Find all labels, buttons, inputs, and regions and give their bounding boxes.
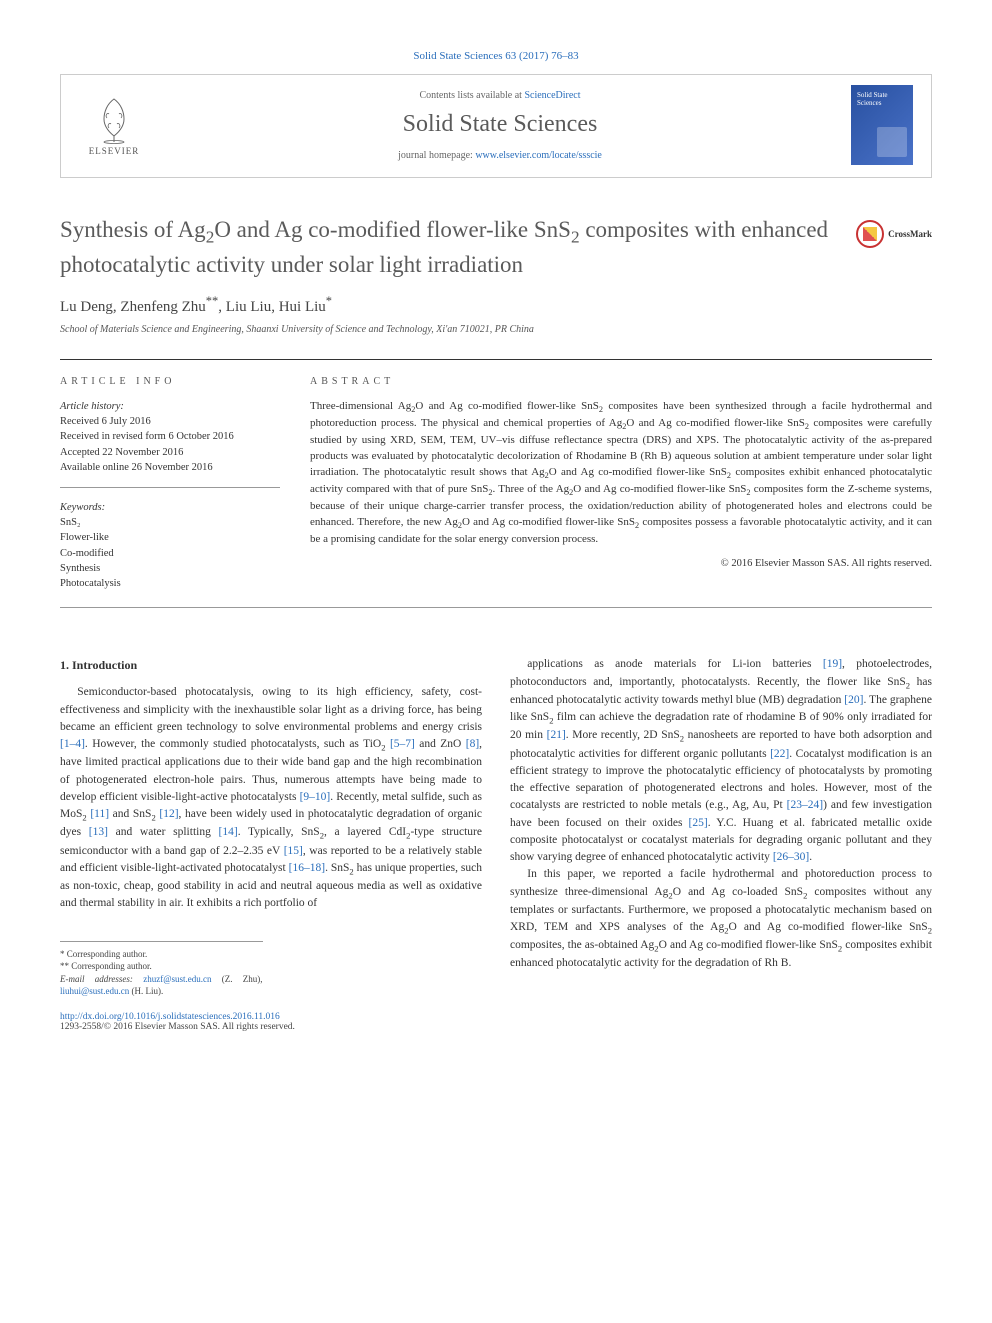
journal-title: Solid State Sciences	[149, 111, 851, 138]
crossmark-label: CrossMark	[888, 228, 932, 240]
homepage-link[interactable]: www.elsevier.com/locate/ssscie	[475, 150, 602, 161]
contents-line: Contents lists available at ScienceDirec…	[149, 90, 851, 101]
date-revised: Received in revised form 6 October 2016	[60, 429, 280, 444]
journal-reference-link[interactable]: Solid State Sciences 63 (2017) 76–83	[413, 50, 578, 62]
authors: Lu Deng, Zhenfeng Zhu**, Liu Liu, Hui Li…	[60, 294, 932, 316]
body-paragraph: In this paper, we reported a facile hydr…	[510, 866, 932, 972]
date-received: Received 6 July 2016	[60, 414, 280, 429]
section-heading-intro: 1. Introduction	[60, 656, 482, 674]
homepage-prefix: journal homepage:	[398, 150, 475, 161]
email-link-1[interactable]: zhuzf@sust.edu.cn	[143, 974, 211, 984]
body-paragraph: applications as anode materials for Li-i…	[510, 656, 932, 866]
issn-copyright: 1293-2558/© 2016 Elsevier Masson SAS. Al…	[60, 1022, 295, 1032]
keywords-label: Keywords:	[60, 500, 280, 515]
info-divider	[60, 487, 280, 488]
sciencedirect-link[interactable]: ScienceDirect	[524, 90, 580, 101]
article-info-heading: ARTICLE INFO	[60, 376, 280, 387]
journal-cover-thumbnail[interactable]: Solid State Sciences	[851, 85, 913, 165]
keyword: Synthesis	[60, 561, 280, 576]
keyword: SnS₂	[60, 515, 280, 530]
cover-image-icon	[877, 127, 907, 157]
abstract-text: Three-dimensional Ag2O and Ag co-modifie…	[310, 399, 932, 548]
affiliation: School of Materials Science and Engineer…	[60, 324, 932, 335]
body-paragraph: Semiconductor-based photocatalysis, owin…	[60, 684, 482, 912]
homepage-line: journal homepage: www.elsevier.com/locat…	[149, 150, 851, 161]
article-title-text: Synthesis of Ag2O and Ag co-modified flo…	[60, 217, 828, 277]
abstract-heading: ABSTRACT	[310, 376, 932, 387]
contents-prefix: Contents lists available at	[419, 90, 524, 101]
corresponding-author-1: * Corresponding author.	[60, 948, 263, 961]
corresponding-author-2: ** Corresponding author.	[60, 960, 263, 973]
article-title: Synthesis of Ag2O and Ag co-modified flo…	[60, 214, 932, 280]
history-label: Article history:	[60, 399, 280, 414]
email-line: E-mail addresses: zhuzf@sust.edu.cn (Z. …	[60, 973, 263, 998]
elsevier-logo[interactable]: ELSEVIER	[79, 88, 149, 163]
email-name-1: (Z. Zhu),	[212, 974, 263, 984]
elsevier-label: ELSEVIER	[89, 146, 140, 156]
date-online: Available online 26 November 2016	[60, 460, 280, 475]
email-name-2: (H. Liu).	[129, 986, 163, 996]
crossmark-icon	[856, 220, 884, 248]
journal-header: ELSEVIER Contents lists available at Sci…	[60, 74, 932, 178]
keyword: Photocatalysis	[60, 576, 280, 591]
doi-link[interactable]: http://dx.doi.org/10.1016/j.solidstatesc…	[60, 1012, 280, 1022]
emails-prefix: E-mail addresses:	[60, 974, 143, 984]
crossmark-widget[interactable]: CrossMark	[856, 220, 932, 248]
email-link-2[interactable]: liuhui@sust.edu.cn	[60, 986, 129, 996]
date-accepted: Accepted 22 November 2016	[60, 445, 280, 460]
keyword: Flower-like	[60, 530, 280, 545]
elsevier-tree-icon	[89, 94, 139, 144]
abstract-copyright: © 2016 Elsevier Masson SAS. All rights r…	[310, 558, 932, 569]
keyword: Co-modified	[60, 546, 280, 561]
doi-block: http://dx.doi.org/10.1016/j.solidstatesc…	[60, 1012, 932, 1032]
journal-reference: Solid State Sciences 63 (2017) 76–83	[60, 50, 932, 62]
footnotes: * Corresponding author. ** Corresponding…	[60, 941, 263, 998]
cover-title: Solid State Sciences	[857, 91, 907, 108]
